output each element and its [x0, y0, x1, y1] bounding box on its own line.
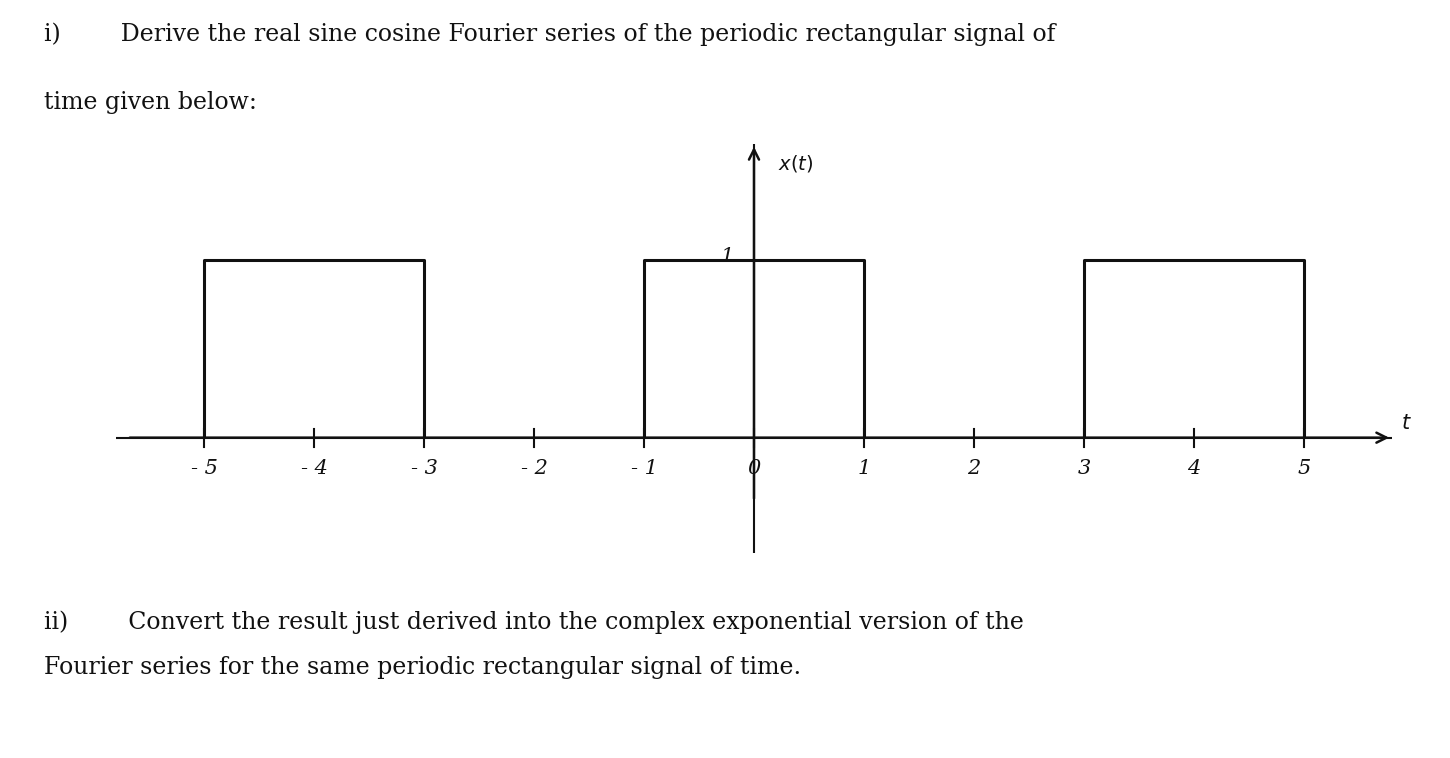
Text: 4: 4	[1188, 459, 1201, 478]
Text: $t$: $t$	[1401, 414, 1412, 433]
Text: i)        Derive the real sine cosine Fourier series of the periodic rectangular: i) Derive the real sine cosine Fourier s…	[44, 23, 1054, 46]
Text: - 1: - 1	[631, 459, 657, 478]
Text: Fourier series for the same periodic rectangular signal of time.: Fourier series for the same periodic rec…	[44, 656, 800, 678]
Text: 0: 0	[747, 459, 761, 478]
Text: 1: 1	[857, 459, 870, 478]
Text: - 2: - 2	[521, 459, 548, 478]
Text: 5: 5	[1298, 459, 1311, 478]
Text: 3: 3	[1077, 459, 1090, 478]
Text: 2: 2	[967, 459, 980, 478]
Text: - 4: - 4	[300, 459, 328, 478]
Text: $x(t)$: $x(t)$	[779, 153, 813, 174]
Text: 1: 1	[721, 246, 734, 265]
Text: time given below:: time given below:	[44, 91, 257, 114]
Text: ii)        Convert the result just derived into the complex exponential version : ii) Convert the result just derived into…	[44, 610, 1024, 634]
Text: - 5: - 5	[190, 459, 218, 478]
Text: - 3: - 3	[410, 459, 438, 478]
